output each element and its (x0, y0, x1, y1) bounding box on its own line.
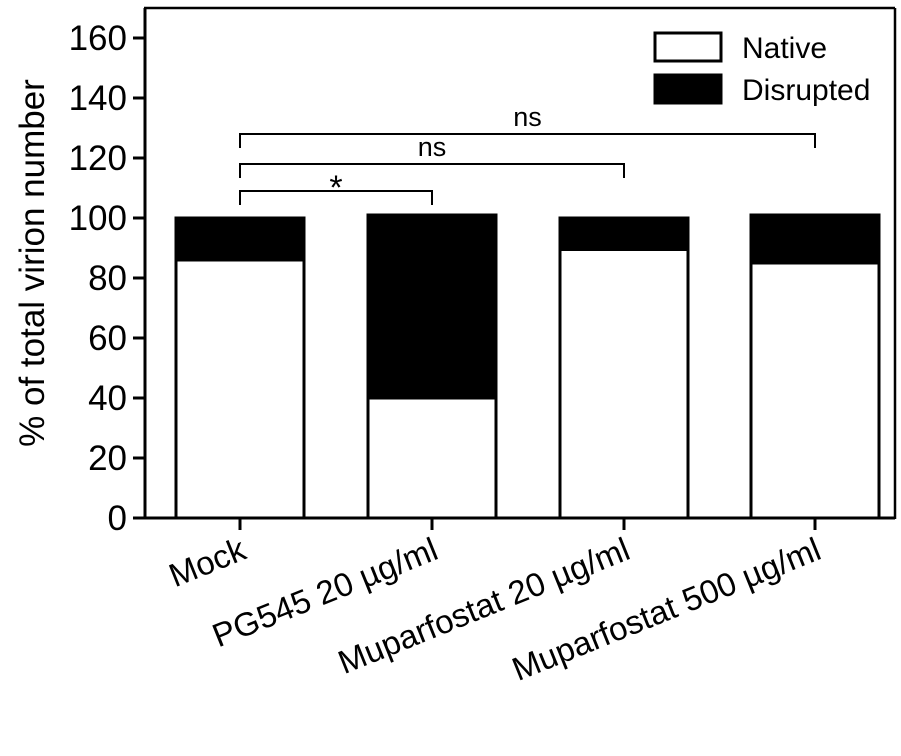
bar-disrupted (749, 213, 881, 265)
bar-native (366, 396, 498, 520)
legend-label-native: Native (742, 32, 827, 65)
bar-native (749, 261, 881, 520)
bar-disrupted (558, 216, 690, 251)
x-tick-label: Mock (164, 530, 251, 594)
bracket-label: * (329, 169, 342, 207)
legend-swatch-disrupted (653, 73, 723, 105)
bar-disrupted (174, 216, 306, 262)
legend: Native Disrupted (653, 31, 870, 107)
bar-disrupted (366, 213, 498, 400)
bracket-label: ns (513, 102, 542, 132)
bars (174, 213, 881, 520)
y-tick-label: 140 (69, 79, 127, 118)
y-axis-label: % of total virion number (13, 79, 52, 447)
x-tick-label: Muparfostat 500 µg/ml (507, 530, 826, 688)
y-tick-label: 60 (88, 319, 127, 358)
significance-brackets: * ns ns (239, 102, 816, 207)
bracket-label: ns (418, 132, 447, 162)
bracket-line (239, 163, 625, 178)
y-tick-label: 100 (69, 199, 127, 238)
y-tick-label: 120 (69, 139, 127, 178)
y-tick-label: 80 (88, 259, 127, 298)
y-tick-label: 160 (69, 19, 127, 58)
y-tick-label: 40 (88, 379, 127, 418)
y-tick-label: 20 (88, 439, 127, 478)
bracket-line (239, 190, 433, 205)
legend-label-disrupted: Disrupted (742, 74, 870, 107)
bar-native (558, 248, 690, 520)
bar-native (174, 258, 306, 520)
bracket-line (239, 133, 816, 148)
legend-swatch-native (653, 31, 723, 63)
y-tick-label: 0 (108, 499, 127, 538)
